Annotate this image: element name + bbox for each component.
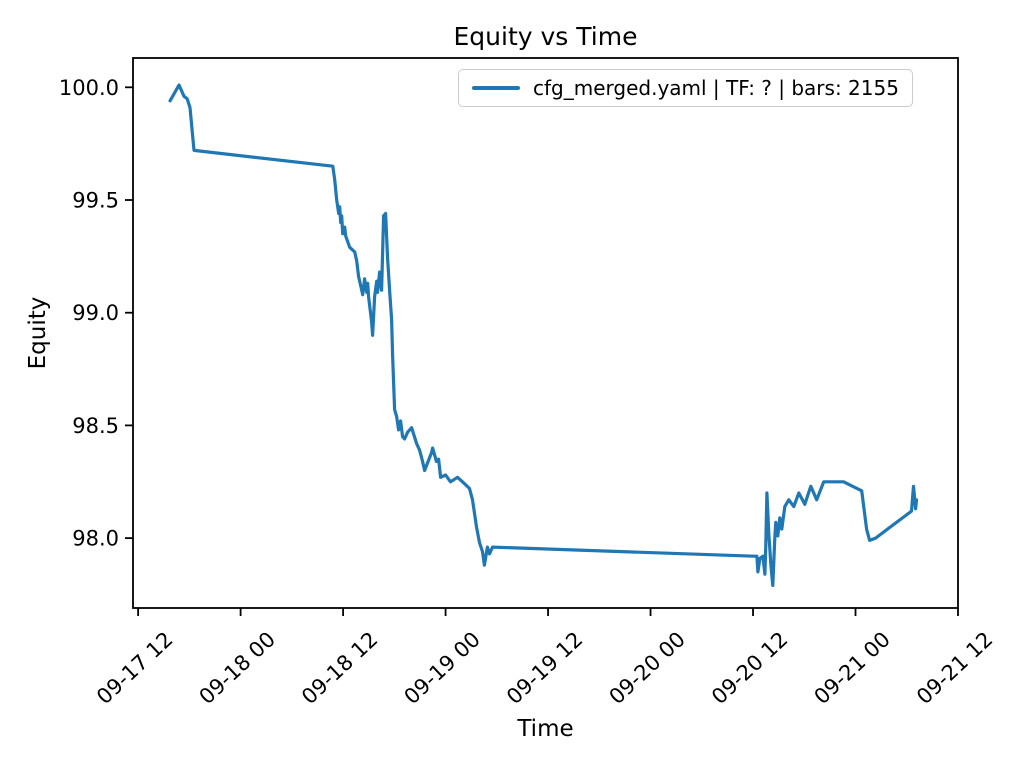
x-tick-label: 09-21 00	[810, 627, 895, 709]
x-tick-label: 09-18 12	[297, 627, 382, 709]
x-axis-label: Time	[517, 716, 574, 742]
equity-line	[168, 83, 919, 588]
y-tick-label: 98.0	[72, 527, 119, 551]
x-tick-label: 09-21 12	[912, 627, 997, 709]
y-tick-label: 99.0	[72, 301, 119, 325]
x-tick-label: 09-17 12	[92, 627, 177, 709]
y-axis-label: Equity	[25, 296, 51, 370]
legend-line-sample	[472, 86, 520, 90]
x-tick-label: 09-19 00	[400, 627, 485, 709]
x-tick-label: 09-18 00	[195, 627, 280, 709]
chart-title: Equity vs Time	[453, 22, 638, 51]
plot-border	[132, 57, 959, 609]
y-tick-label: 99.5	[72, 189, 119, 213]
legend-label: cfg_merged.yaml | TF: ? | bars: 2155	[533, 76, 899, 100]
x-tick-label: 09-20 00	[605, 627, 690, 709]
legend: cfg_merged.yaml | TF: ? | bars: 2155	[458, 69, 913, 107]
x-tick-label: 09-19 12	[502, 627, 587, 709]
y-tick-label: 100.0	[59, 76, 119, 100]
x-tick-label: 09-20 12	[707, 627, 792, 709]
y-tick-label: 98.5	[72, 414, 119, 438]
